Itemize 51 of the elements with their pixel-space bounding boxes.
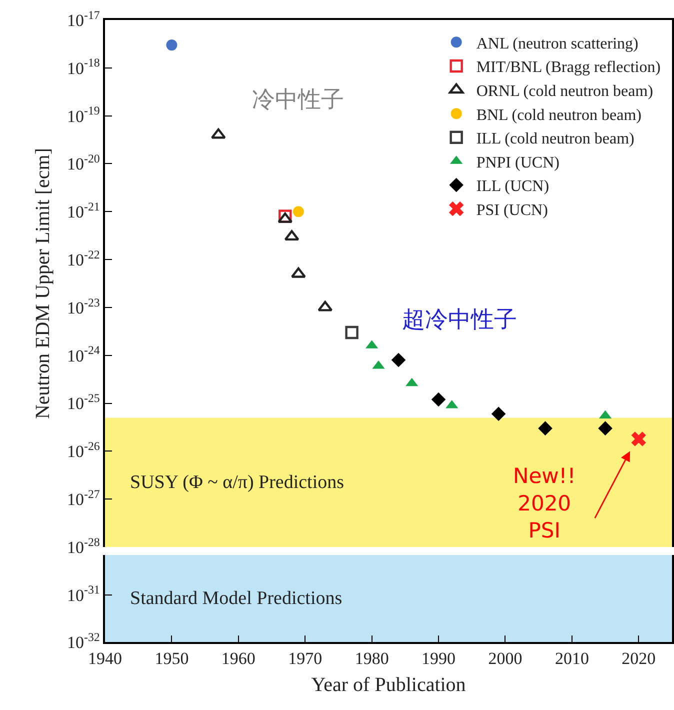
point xyxy=(598,421,612,436)
annotation: New!! 2020 PSI xyxy=(513,464,576,543)
legend-label: ANL (neutron scattering) xyxy=(476,35,638,52)
y-tick-label: 10$^{-27}$ xyxy=(66,486,100,510)
point xyxy=(278,212,293,223)
y-tick-label: 10$^{-18}$ xyxy=(66,56,100,78)
x-tick-label: 1980 xyxy=(354,649,389,668)
band-label: Standard Model Predictions xyxy=(130,588,342,609)
x-tick-label: 1940 xyxy=(88,649,122,668)
x-tick-label: 2020 xyxy=(622,649,656,668)
point xyxy=(292,206,304,218)
annotation: 超冷中性子 xyxy=(402,307,517,333)
y-tick-label: 10$^{-26}$ xyxy=(66,438,100,462)
legend-label: ILL (UCN) xyxy=(476,178,550,196)
point xyxy=(391,352,406,368)
y-tick-label: 10$^{-28}$ xyxy=(66,534,100,557)
band-label: SUSY (Φ ~ α/π) Predictions xyxy=(130,472,344,493)
point xyxy=(345,326,358,340)
point xyxy=(631,432,646,446)
x-tick-label: 1970 xyxy=(288,649,322,668)
legend-label: PNPI (UCN) xyxy=(476,154,560,172)
y-axis-title: Neutron EDM Upper Limit [ecm] xyxy=(32,148,54,420)
point xyxy=(291,267,306,278)
x-axis-title: Year of Publication xyxy=(311,674,466,696)
point xyxy=(538,421,552,436)
legend-label: ILL (cold neutron beam) xyxy=(476,130,634,148)
legend-label: ORNL (cold neutron beam) xyxy=(476,83,654,100)
x-tick-label: 2000 xyxy=(488,649,522,668)
y-tick-label: 10$^{-21}$ xyxy=(66,199,100,222)
y-tick-label: 10$^{-32}$ xyxy=(66,630,100,652)
y-tick-label: 10$^{-23}$ xyxy=(66,295,100,318)
point xyxy=(318,300,333,312)
x-tick-label: 1960 xyxy=(221,649,256,668)
point xyxy=(491,406,506,422)
y-tick-label: 10$^{-20}$ xyxy=(66,152,100,174)
y-tick-label: 10$^{-25}$ xyxy=(66,391,100,414)
point xyxy=(210,128,226,139)
annotation: 冷中性子 xyxy=(252,87,344,113)
legend-label: MIT/BNL (Bragg reflection) xyxy=(476,59,661,76)
y-tick-label: 10$^{-19}$ xyxy=(66,104,100,126)
legend-label: PSI (UCN) xyxy=(476,202,548,220)
y-tick-label: 10$^{-17}$ xyxy=(66,8,100,30)
x-tick-label: 1990 xyxy=(422,649,456,668)
point xyxy=(284,230,300,241)
y-tick-label: 10$^{-22}$ xyxy=(66,247,100,270)
x-tick-label: 2010 xyxy=(554,649,589,668)
legend-label: BNL (cold neutron beam) xyxy=(476,106,642,124)
x-tick-label: 1950 xyxy=(154,649,189,668)
y-tick-label: 10$^{-31}$ xyxy=(66,582,100,605)
point xyxy=(431,392,446,407)
y-tick-label: 10$^{-24}$ xyxy=(66,343,100,366)
